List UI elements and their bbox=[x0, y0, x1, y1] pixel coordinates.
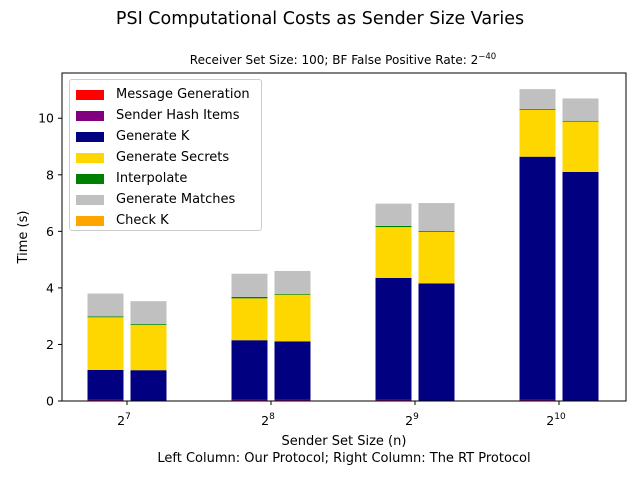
x-tick-label: 27 bbox=[117, 412, 131, 428]
bar-segment-generate-matches bbox=[130, 301, 167, 325]
bar-segment-generate-matches bbox=[87, 293, 124, 317]
bars-group bbox=[87, 89, 599, 402]
bar-segment-generate-secrets bbox=[231, 298, 268, 341]
bar-segment-generate-secrets bbox=[130, 324, 167, 371]
bar-segment-generate-matches bbox=[274, 270, 311, 294]
legend-item: Generate K bbox=[76, 126, 261, 147]
bar-segment-generate-k bbox=[562, 171, 599, 401]
bar-segment-generate-k bbox=[418, 283, 455, 401]
bar-segment-interpolate bbox=[231, 296, 268, 299]
bar-segment-generate-secrets bbox=[562, 121, 599, 172]
chart-title: PSI Computational Costs as Sender Size V… bbox=[116, 9, 524, 29]
legend-swatch bbox=[76, 89, 104, 100]
y-tick-label: 8 bbox=[46, 167, 54, 182]
legend-item: Interpolate bbox=[76, 168, 261, 189]
legend-item: Generate Matches bbox=[76, 189, 261, 210]
bar-segment-interpolate bbox=[274, 293, 311, 295]
bar-segment-generate-secrets bbox=[519, 109, 556, 157]
x-tick-base: 2 bbox=[546, 413, 554, 428]
bar-segment-interpolate bbox=[418, 231, 455, 232]
bar-segment-generate-k bbox=[519, 156, 556, 400]
bar-segment-generate-matches bbox=[562, 98, 599, 121]
x-tick-exponent: 9 bbox=[413, 412, 419, 422]
legend-swatch bbox=[76, 194, 104, 205]
y-tick-label: 10 bbox=[38, 111, 54, 126]
x-tick-base: 2 bbox=[405, 413, 413, 428]
bar-segment-generate-k bbox=[231, 340, 268, 400]
bar-segment-sender-hash-items bbox=[87, 399, 124, 401]
chart-legend: Message Generation Sender Hash Items Gener… bbox=[69, 79, 262, 231]
subtitle-text: Receiver Set Size: 100; BF False Positiv… bbox=[190, 53, 478, 67]
bar-segment-sender-hash-items bbox=[519, 399, 556, 401]
y-tick-label: 4 bbox=[46, 280, 54, 295]
bar-segment-generate-k bbox=[130, 370, 167, 401]
chart-subtitle: Receiver Set Size: 100; BF False Positiv… bbox=[190, 52, 496, 67]
x-tick-label: 210 bbox=[546, 412, 566, 428]
bar-segment-sender-hash-items bbox=[231, 399, 268, 401]
bar-segment-generate-matches bbox=[418, 203, 455, 232]
legend-label: Message Generation bbox=[116, 87, 250, 102]
bar-segment-interpolate bbox=[130, 324, 167, 325]
legend-label: Interpolate bbox=[116, 171, 188, 186]
bar-segment-generate-k bbox=[274, 341, 311, 400]
y-tick-label: 2 bbox=[46, 337, 54, 352]
legend-item: Message Generation bbox=[76, 84, 261, 105]
legend-item: Check K bbox=[76, 210, 261, 231]
legend-swatch bbox=[76, 215, 104, 226]
x-axis-note: Left Column: Our Protocol; Right Column:… bbox=[157, 451, 530, 466]
bar-segment-interpolate bbox=[87, 316, 124, 318]
bar-segment-generate-matches bbox=[231, 273, 268, 297]
legend-swatch bbox=[76, 152, 104, 163]
legend-item: Generate Secrets bbox=[76, 147, 261, 168]
bar-segment-interpolate bbox=[375, 225, 412, 228]
bar-segment-generate-secrets bbox=[87, 317, 124, 370]
y-axis-label: Time (s) bbox=[16, 211, 31, 265]
legend-label: Generate Matches bbox=[116, 192, 236, 207]
legend-label: Generate Secrets bbox=[116, 150, 230, 165]
plot-frame bbox=[61, 72, 627, 402]
x-tick-base: 2 bbox=[117, 413, 125, 428]
bar-segment-generate-secrets bbox=[375, 227, 412, 278]
bar-segment-generate-k bbox=[375, 278, 412, 400]
x-tick-label: 28 bbox=[261, 412, 275, 428]
bar-segment-interpolate bbox=[519, 108, 556, 110]
bar-segment-sender-hash-items bbox=[274, 399, 311, 401]
legend-swatch bbox=[76, 110, 104, 121]
x-tick-exponent: 7 bbox=[125, 412, 131, 422]
x-tick-base: 2 bbox=[261, 413, 269, 428]
bar-segment-generate-matches bbox=[375, 203, 412, 226]
y-axis: 0 2 4 6 8 10 bbox=[38, 111, 62, 409]
legend-label: Generate K bbox=[116, 129, 190, 144]
legend-swatch bbox=[76, 173, 104, 184]
x-tick-exponent: 8 bbox=[269, 412, 275, 422]
x-tick-exponent: 10 bbox=[554, 412, 566, 422]
bar-segment-generate-matches bbox=[519, 89, 556, 109]
legend-label: Check K bbox=[116, 213, 169, 228]
bar-segment-sender-hash-items bbox=[375, 399, 412, 401]
legend-swatch bbox=[76, 131, 104, 142]
y-tick-label: 0 bbox=[46, 394, 54, 409]
y-tick-label: 6 bbox=[46, 224, 54, 239]
bar-segment-generate-secrets bbox=[418, 231, 455, 284]
x-axis-label: Sender Set Size (n) bbox=[282, 434, 407, 449]
x-axis: 27 28 29 210 bbox=[117, 401, 566, 428]
bar-segment-interpolate bbox=[562, 120, 599, 122]
bar-segment-generate-k bbox=[87, 369, 124, 400]
x-tick-label: 29 bbox=[405, 412, 419, 428]
subtitle-exponent: −40 bbox=[478, 52, 496, 62]
legend-label: Sender Hash Items bbox=[116, 108, 240, 123]
legend-item: Sender Hash Items bbox=[76, 105, 261, 126]
bar-segment-generate-secrets bbox=[274, 294, 311, 342]
